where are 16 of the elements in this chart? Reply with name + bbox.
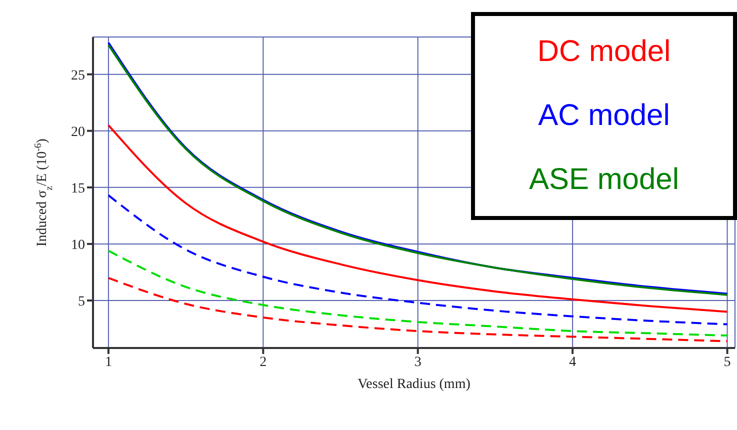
y-tick-label: 10 [71, 238, 85, 253]
x-tick-label: 2 [260, 354, 267, 370]
x-tick-label: 3 [414, 354, 422, 370]
y-tick-label: 5 [78, 294, 85, 310]
x-tick-label: 4 [569, 354, 576, 370]
x-tick-label: 5 [724, 354, 731, 370]
line-series [107, 276, 728, 342]
y-tick-label: 25 [71, 68, 85, 84]
x-axis-title: Vessel Radius (mm) [358, 377, 471, 392]
y-tick-label: 20 [71, 124, 85, 140]
line-series [107, 124, 728, 313]
legend-box: DC model AC model ASE model [471, 12, 737, 220]
y-tick-label: 15 [71, 181, 85, 196]
line-series [107, 194, 728, 326]
x-tick-label: 1 [104, 354, 112, 370]
line-series [107, 250, 728, 337]
